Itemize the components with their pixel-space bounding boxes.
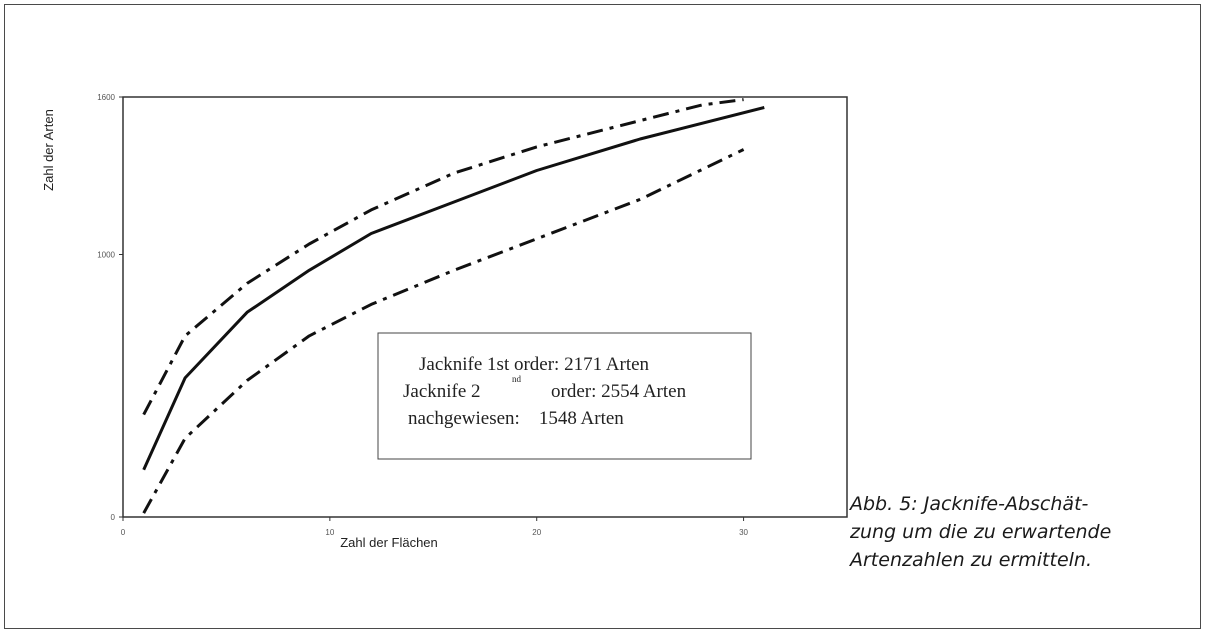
caption-line-1: Abb. 5: Jacknife-Abschät- (850, 493, 1089, 515)
y-tick-label-2: 1600 (97, 93, 115, 102)
annotation-frame (377, 332, 752, 460)
annotation-superscript: nd (512, 374, 522, 384)
plot-area (122, 96, 848, 518)
x-tick-label-1: 10 (325, 528, 334, 537)
series-line-2-dash-dot (142, 148, 745, 514)
caption-line-3: Artenzahlen zu ermitteln. (850, 549, 1092, 571)
y-tick-label-0: 0 (111, 513, 116, 522)
caption-line-2: zung um die zu erwartende (850, 521, 1112, 543)
figure-caption: Abb. 5: Jacknife-Abschät- zung um die zu… (850, 490, 1207, 574)
annotation-line-3: nachgewiesen: 1548 Arten (408, 408, 624, 429)
x-tick-label-3: 30 (739, 528, 748, 537)
annotation-line-2-prefix: Jacknife 2 (403, 381, 481, 402)
series-line-0-solid (142, 106, 765, 471)
series-layer (142, 98, 765, 514)
chart: 0 10 20 30 0 1000 1600 Zahl der Flächen Zahl d… (41, 93, 848, 550)
x-tick-label-2: 20 (532, 528, 541, 537)
y-tick-label-1: 1000 (97, 251, 115, 260)
figure-frame: 0 10 20 30 0 1000 1600 Zahl der Flächen Zahl d… (4, 4, 1201, 629)
x-tick-label-0: 0 (121, 528, 126, 537)
annotation-box: Jacknife 1st order: 2171 Arten Jacknife … (377, 332, 752, 460)
annotation-line-1: Jacknife 1st order: 2171 Arten (419, 354, 650, 375)
x-axis-title: Zahl der Flächen (340, 535, 438, 550)
tick-layer: 0 10 20 30 0 1000 1600 (97, 93, 748, 537)
y-axis-title: Zahl der Arten (41, 109, 56, 191)
annotation-line-2-suffix: order: 2554 Arten (551, 381, 687, 402)
